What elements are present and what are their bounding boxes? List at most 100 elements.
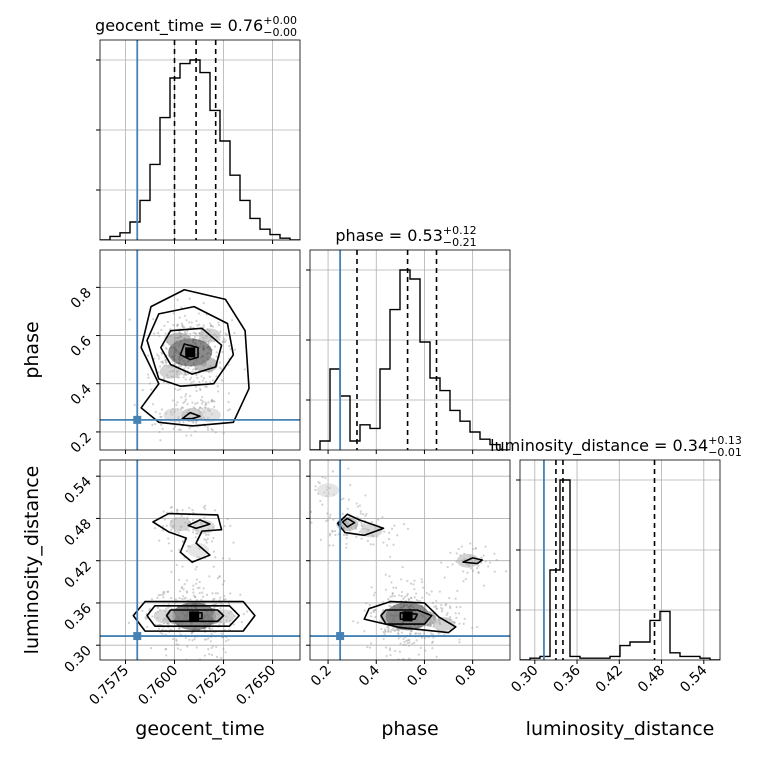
density-geocent-time-vs-luminosity-distance-sample [207, 533, 210, 536]
density-phase-vs-luminosity-distance-sample [435, 607, 438, 610]
density-geocent-time-vs-luminosity-distance-sample [203, 538, 206, 541]
density-phase-vs-luminosity-distance-sample [484, 560, 487, 563]
density-geocent-time-vs-phase-sample [151, 403, 155, 406]
density-geocent-time-vs-luminosity-distance-sample [169, 628, 172, 631]
hist-phase-background [310, 250, 510, 450]
density-geocent-time-vs-luminosity-distance-sample [195, 646, 198, 649]
density-geocent-time-vs-luminosity-distance-sample [175, 643, 178, 646]
density-phase-vs-luminosity-distance-sample [387, 597, 390, 601]
density-phase-vs-luminosity-distance-sample [319, 499, 322, 503]
density-phase-vs-luminosity-distance-sample [410, 596, 413, 600]
density-geocent-time-vs-phase-sample [189, 326, 192, 329]
density-phase-vs-luminosity-distance-sample [456, 589, 459, 592]
density-geocent-time-vs-luminosity-distance-frame [99, 459, 301, 661]
density-geocent-time-vs-phase-sample [186, 329, 189, 332]
density-geocent-time-vs-phase-sample [159, 415, 162, 419]
density-phase-vs-luminosity-distance-sample [372, 610, 375, 614]
density-geocent-time-vs-phase-sample [184, 378, 187, 381]
title-luminosity-distance: luminosity_distance = 0.34+0.13 [490, 434, 742, 456]
density-phase-vs-luminosity-distance-sample [443, 576, 446, 579]
density-geocent-time-vs-phase-sample [179, 388, 182, 391]
density-geocent-time-vs-phase-sample [178, 330, 181, 333]
density-phase-vs-luminosity-distance-sample [362, 523, 365, 526]
density-geocent-time-vs-luminosity-distance-sample [179, 648, 182, 651]
density-phase-vs-luminosity-distance-sample [399, 642, 402, 645]
density-phase-vs-luminosity-distance-sample [391, 591, 394, 595]
density-phase-vs-luminosity-distance-sample [331, 529, 334, 533]
density-geocent-time-vs-luminosity-distance-sample [213, 603, 216, 606]
density-phase-vs-luminosity-distance-sample [432, 636, 435, 639]
density-geocent-time-vs-phase-sample [160, 360, 163, 363]
density-phase-vs-luminosity-distance-sample [407, 597, 410, 601]
density-geocent-time-vs-luminosity-distance-sample [144, 616, 147, 619]
density-phase-vs-luminosity-distance-sample [368, 603, 371, 607]
density-geocent-time-vs-phase-sample [217, 321, 220, 324]
density-phase-vs-luminosity-distance-sample [440, 610, 444, 613]
density-geocent-time-vs-luminosity-distance-sample [161, 632, 164, 635]
density-geocent-time-vs-phase-sample [160, 351, 163, 354]
density-phase-vs-luminosity-distance-density-7 [317, 483, 340, 498]
density-geocent-time-vs-luminosity-distance-sample [163, 518, 166, 521]
density-geocent-time-vs-phase-sample [160, 328, 163, 331]
density-geocent-time-vs-phase-sample [194, 385, 197, 388]
x-axis-label-luminosity-distance: luminosity_distance [526, 718, 715, 740]
density-phase-vs-luminosity-distance-sample [409, 596, 413, 600]
density-phase-vs-luminosity-distance-sample [321, 476, 324, 479]
density-geocent-time-vs-phase-sample [172, 324, 175, 327]
density-phase-vs-luminosity-distance-sample [374, 616, 377, 619]
density-geocent-time-vs-luminosity-distance-sample [183, 583, 186, 586]
density-geocent-time-vs-luminosity-distance-sample [210, 646, 213, 649]
density-phase-vs-luminosity-distance-sample [326, 512, 329, 515]
density-phase-vs-luminosity-distance-sample [395, 628, 398, 631]
density-phase-vs-luminosity-distance-sample [387, 627, 390, 631]
density-geocent-time-vs-phase-sample [171, 399, 175, 402]
density-phase-vs-luminosity-distance-sample [430, 590, 433, 593]
density-geocent-time-vs-phase-sample [164, 359, 167, 362]
density-phase-vs-luminosity-distance-sample [414, 632, 417, 635]
density-geocent-time-vs-luminosity-distance-sample [191, 508, 194, 512]
density-phase-vs-luminosity-distance-sample [381, 516, 384, 519]
density-geocent-time-vs-luminosity-distance-sample [213, 606, 216, 609]
density-phase-vs-luminosity-distance-density-1 [379, 607, 407, 625]
density-phase-vs-luminosity-distance-sample [445, 602, 448, 606]
x-tick-label-luminosity-distance-2: 0.42 [593, 663, 626, 696]
density-phase-vs-luminosity-distance-sample [314, 485, 317, 488]
density-phase-vs-luminosity-distance-sample [342, 533, 345, 537]
y-tick-label-luminosity-distance-3: 0.48 [61, 516, 94, 549]
density-phase-vs-luminosity-distance-sample [441, 608, 444, 611]
density-geocent-time-vs-phase-sample [177, 428, 181, 431]
text-layer: geocent_time = 0.76+0.00 −0.00 phase = 0… [21, 14, 742, 740]
density-geocent-time-vs-phase-sample [192, 331, 195, 334]
density-phase-vs-luminosity-distance-sample [391, 592, 394, 595]
density-geocent-time-vs-luminosity-distance-sample [194, 536, 197, 539]
density-phase-vs-luminosity-distance-sample [310, 521, 313, 524]
density-phase-vs-luminosity-distance-sample [401, 565, 404, 569]
density-geocent-time-vs-phase-sample [209, 324, 212, 328]
density-geocent-time-vs-luminosity-distance-sample [162, 596, 165, 599]
title-luminosity-distance-main: luminosity_distance = 0.34 [490, 436, 708, 456]
density-geocent-time-vs-luminosity-distance-sample [175, 639, 178, 643]
density-geocent-time-vs-luminosity-distance-sample [159, 593, 162, 596]
density-phase-vs-luminosity-distance-sample [409, 633, 412, 636]
density-geocent-time-vs-phase-sample [211, 325, 215, 328]
density-geocent-time-vs-phase-sample [160, 408, 164, 411]
density-geocent-time-vs-phase-sample [194, 332, 197, 335]
density-geocent-time-vs-phase-sample [161, 427, 164, 431]
density-phase-vs-luminosity-distance-sample [374, 608, 377, 612]
density-geocent-time-vs-luminosity-distance-sample [195, 582, 198, 585]
density-geocent-time-vs-phase-sample [162, 377, 166, 380]
density-phase-vs-luminosity-distance-sample [406, 592, 409, 596]
density-phase-vs-luminosity-distance-sample [419, 599, 422, 603]
density-geocent-time-vs-phase-sample [182, 401, 185, 404]
density-geocent-time-vs-phase-sample [188, 321, 191, 324]
density-geocent-time-vs-phase-sample [146, 373, 150, 376]
density-geocent-time-vs-luminosity-distance-contour-3 [132, 600, 256, 632]
y-tick-label-phase-0: 0.2 [68, 429, 95, 456]
density-geocent-time-vs-luminosity-distance-sample [178, 626, 181, 630]
density-phase-vs-luminosity-distance-sample [444, 604, 447, 607]
density-geocent-time-vs-phase-sample [180, 306, 183, 309]
density-geocent-time-vs-phase-sample [222, 340, 225, 343]
density-phase-vs-luminosity-distance-sample [409, 582, 412, 585]
density-geocent-time-vs-luminosity-distance-sample [178, 590, 182, 593]
density-geocent-time-vs-luminosity-distance-sample [205, 533, 208, 537]
